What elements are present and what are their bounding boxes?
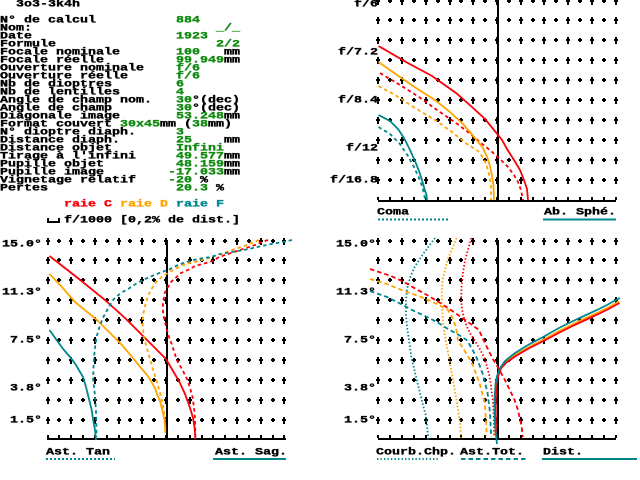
svg-text:f/16.8: f/16.8 — [330, 175, 378, 187]
svg-text:3.8°: 3.8° — [344, 383, 376, 395]
svg-text:Dist.: Dist. — [543, 447, 583, 459]
svg-text:Infini: Infini — [176, 143, 224, 155]
svg-text:mm: mm — [224, 160, 240, 171]
svg-text:Focale réelle: Focale réelle — [0, 55, 104, 67]
svg-text:48.159: 48.159 — [176, 160, 224, 171]
svg-text:Pupille image: Pupille image — [0, 167, 104, 179]
svg-text:Nb de lentilles: Nb de lentilles — [0, 87, 120, 99]
svg-text:N° de calcul: N° de calcul — [0, 15, 96, 27]
svg-text:f/12: f/12 — [346, 143, 378, 155]
svg-text:%: % — [200, 176, 209, 187]
svg-text:30: 30 — [176, 104, 192, 115]
svg-text:Angle de champ nom.: Angle de champ nom. — [0, 95, 152, 107]
svg-text:Date: Date — [0, 32, 32, 43]
svg-text:Courb.Chp.: Courb.Chp. — [376, 447, 456, 459]
svg-text:raie C: raie C — [64, 199, 112, 211]
svg-text:3.8°: 3.8° — [10, 383, 42, 395]
svg-text:15.0°: 15.0° — [336, 239, 376, 251]
svg-text:Vignetage relatif: Vignetage relatif — [0, 175, 136, 187]
svg-text:11.3°: 11.3° — [336, 287, 376, 299]
svg-text:7.5°: 7.5° — [10, 335, 42, 347]
svg-text:30: 30 — [176, 96, 192, 107]
svg-text:f/6: f/6 — [354, 0, 378, 11]
svg-text:raie F: raie F — [176, 199, 224, 211]
svg-text:mm): mm) — [208, 119, 232, 131]
svg-text:-17.033: -17.033 — [168, 168, 224, 179]
svg-text:Focale nominale: Focale nominale — [0, 47, 120, 59]
svg-text:49.577: 49.577 — [176, 152, 224, 163]
svg-text:4: 4 — [176, 88, 184, 99]
svg-text:3: 3 — [176, 128, 184, 139]
svg-text:Distance diaph.: Distance diaph. — [0, 135, 120, 147]
svg-text:%: % — [216, 184, 225, 195]
svg-text:Pertes: Pertes — [0, 184, 48, 195]
svg-text:°(dec): °(dec) — [192, 95, 240, 107]
svg-text:1.5°: 1.5° — [344, 415, 376, 427]
svg-text:mm: mm — [224, 112, 240, 123]
svg-text:_/_: _/_ — [215, 23, 241, 35]
svg-text:f/6: f/6 — [176, 71, 200, 83]
svg-text:f/7.2: f/7.2 — [338, 47, 378, 59]
svg-text:Distance objet: Distance objet — [0, 143, 112, 155]
svg-text:15.0°: 15.0° — [2, 239, 42, 251]
svg-text:-20: -20 — [168, 176, 192, 187]
svg-text:raie D: raie D — [120, 199, 168, 211]
svg-text:mm: mm — [160, 120, 176, 131]
svg-text:Nb de dioptres: Nb de dioptres — [0, 79, 112, 91]
svg-text:mm: mm — [224, 48, 240, 59]
svg-text:mm: mm — [224, 56, 240, 67]
svg-text:1923: 1923 — [176, 32, 208, 43]
svg-text:100: 100 — [176, 48, 200, 59]
svg-text:99.949: 99.949 — [176, 56, 224, 67]
svg-text:(: ( — [184, 119, 192, 131]
svg-text:N° dioptre diaph.: N° dioptre diaph. — [0, 127, 136, 139]
svg-text:mm: mm — [224, 168, 240, 179]
svg-text:mm: mm — [224, 136, 240, 147]
svg-text:25: 25 — [176, 136, 192, 147]
svg-text:Nom:: Nom: — [0, 24, 32, 35]
svg-text:2/2: 2/2 — [216, 39, 240, 51]
svg-text:7.5°: 7.5° — [344, 335, 376, 347]
svg-text:Diagonale image: Diagonale image — [0, 111, 120, 123]
svg-text:Ouverture nominale: Ouverture nominale — [0, 63, 144, 75]
svg-text:Tirage à l'infini: Tirage à l'infini — [0, 151, 136, 163]
svg-text:Ast. Sag.: Ast. Sag. — [215, 448, 287, 459]
svg-text:1.5°: 1.5° — [10, 415, 42, 427]
svg-text:30x45: 30x45 — [120, 120, 160, 131]
svg-text:Ouverture réelle: Ouverture réelle — [0, 71, 128, 83]
svg-text:f/6: f/6 — [176, 63, 200, 75]
svg-text:Format couvert: Format couvert — [0, 120, 112, 131]
svg-text:884: 884 — [176, 16, 200, 27]
svg-text:Ast. Tan: Ast. Tan — [46, 448, 110, 459]
svg-text:Formule: Formule — [0, 39, 56, 51]
svg-text:11.3°: 11.3° — [2, 287, 42, 299]
svg-text:3o3-3k4h: 3o3-3k4h — [16, 0, 80, 11]
svg-text:f/1000 [0,2% de dist.]: f/1000 [0,2% de dist.] — [64, 215, 240, 227]
svg-text:°(dec): °(dec) — [192, 103, 240, 115]
svg-text:Ab. Sphé.: Ab. Sphé. — [544, 207, 616, 219]
svg-text:Pupille objet: Pupille objet — [0, 159, 104, 171]
svg-text:6: 6 — [176, 80, 184, 91]
svg-text:53.248: 53.248 — [176, 112, 224, 123]
svg-text:38: 38 — [192, 120, 208, 131]
svg-text:Ast.Tot.: Ast.Tot. — [460, 448, 524, 459]
svg-text:mm: mm — [224, 152, 240, 163]
svg-text:f/8.4: f/8.4 — [338, 95, 378, 107]
svg-text:20.3: 20.3 — [176, 184, 208, 195]
svg-text:Coma: Coma — [377, 208, 409, 219]
svg-text:Angle de champ: Angle de champ — [0, 103, 112, 115]
